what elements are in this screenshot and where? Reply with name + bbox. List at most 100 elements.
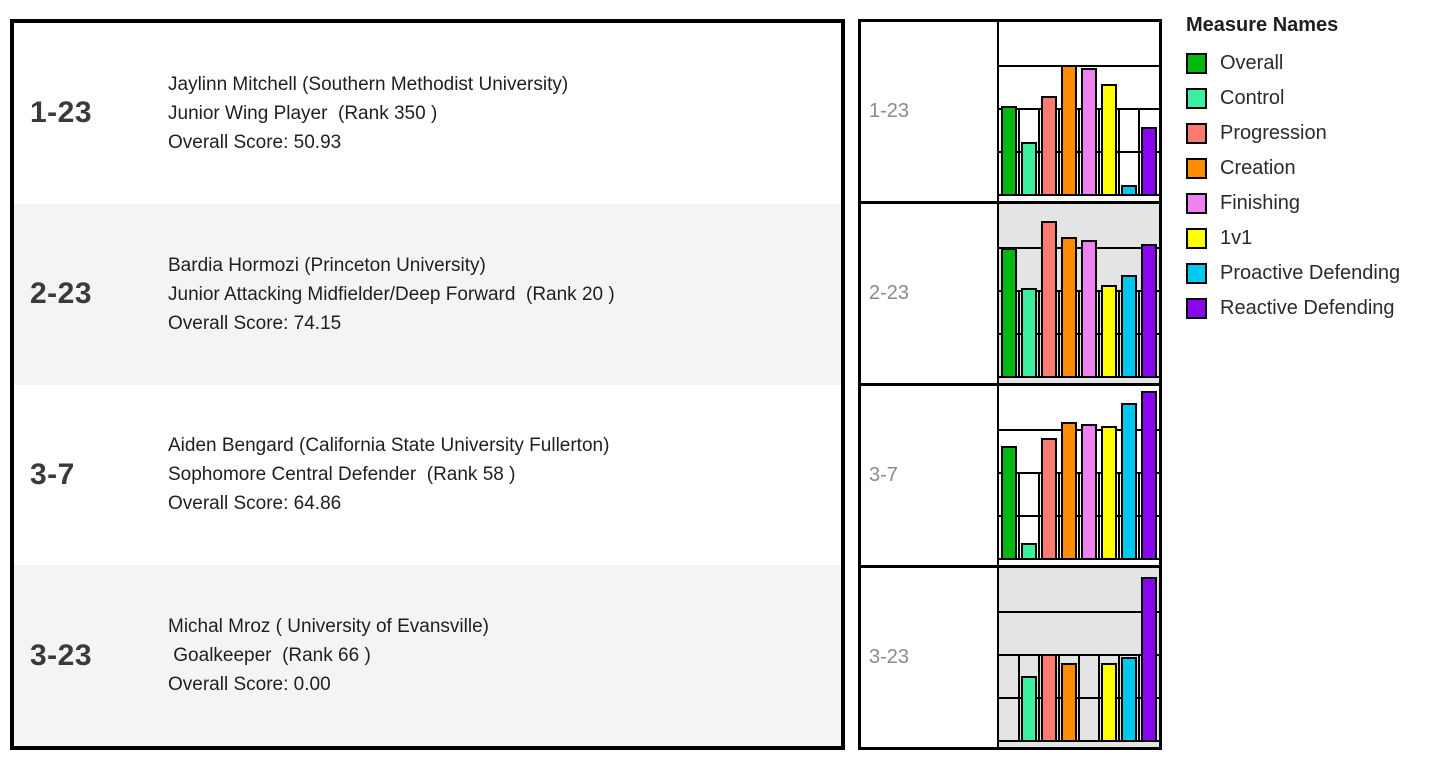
reactive-defending-swatch-icon [1186, 298, 1207, 319]
bar-chart-plot [997, 386, 1159, 565]
player-row-1-23[interactable]: 1-23 Jaylinn Mitchell (Southern Methodis… [14, 23, 841, 204]
player-id: 3-7 [30, 457, 75, 491]
legend-item-label: Progression [1220, 122, 1327, 144]
bar-1v1[interactable] [1101, 425, 1117, 558]
legend-item-control[interactable]: Control [1186, 81, 1400, 116]
bar-control[interactable] [1021, 142, 1037, 194]
column-divider [1098, 108, 1100, 194]
gridline-75 [999, 611, 1159, 613]
legend-item-progression[interactable]: Progression [1186, 116, 1400, 151]
bar-reactive-defending[interactable] [1141, 391, 1157, 558]
bar-proactive-defending[interactable] [1121, 274, 1137, 376]
column-divider [1138, 472, 1140, 558]
bar-1v1[interactable] [1101, 284, 1117, 376]
bar-proactive-defending[interactable] [1121, 403, 1137, 558]
plot-scale [999, 204, 1159, 378]
bar-progression[interactable] [1041, 95, 1057, 194]
bar-chart-plot [997, 204, 1159, 383]
player-details: Aiden Bengard (California State Universi… [168, 431, 609, 518]
column-divider [1058, 654, 1060, 740]
chart-row-label: 2-23 [861, 204, 997, 383]
bar-reactive-defending[interactable] [1141, 576, 1157, 740]
column-divider [1058, 472, 1060, 558]
control-swatch-icon [1186, 88, 1207, 109]
column-divider [1118, 108, 1120, 194]
chart-row-2-23: 2-23 [861, 204, 1159, 386]
chart-row-label: 3-7 [861, 386, 997, 565]
legend-item-overall[interactable]: Overall [1186, 46, 1400, 81]
bar-creation[interactable] [1061, 65, 1077, 194]
legend-item-finishing[interactable]: Finishing [1186, 186, 1400, 221]
bar-finishing[interactable] [1081, 423, 1097, 558]
plot-scale [999, 22, 1159, 196]
bar-control[interactable] [1021, 676, 1037, 740]
player-name: Jaylinn Mitchell (Southern Methodist Uni… [168, 73, 569, 95]
bar-creation[interactable] [1061, 422, 1077, 558]
column-divider [1038, 472, 1040, 558]
chart-row-label: 3-23 [861, 568, 997, 747]
legend-item-creation[interactable]: Creation [1186, 151, 1400, 186]
bar-overall[interactable] [1001, 446, 1017, 558]
column-divider [1098, 654, 1100, 740]
legend-item-reactive-defending[interactable]: Reactive Defending [1186, 291, 1400, 326]
player-overall-score: Overall Score: 74.15 [168, 312, 342, 334]
plot-scale [999, 568, 1159, 742]
legend-item-label: Creation [1220, 157, 1296, 179]
bar-finishing[interactable] [1081, 240, 1097, 376]
column-divider [1098, 290, 1100, 376]
legend-item-label: 1v1 [1220, 227, 1253, 249]
player-row-3-7[interactable]: 3-7 Aiden Bengard (California State Univ… [14, 384, 841, 566]
column-divider [1038, 654, 1040, 740]
player-row-2-23[interactable]: 2-23 Bardia Hormozi (Princeton Universit… [14, 203, 841, 385]
legend-title: Measure Names [1186, 14, 1339, 36]
legend-item-label: Control [1220, 87, 1285, 109]
bar-progression[interactable] [1041, 221, 1057, 376]
legend-item-label: Proactive Defending [1220, 262, 1401, 284]
player-position: Junior Attacking Midfielder/Deep Forward… [168, 283, 615, 305]
proactive-defending-swatch-icon [1186, 263, 1207, 284]
player-row-3-23[interactable]: 3-23 Michal Mroz ( University of Evansvi… [14, 565, 841, 746]
player-name: Aiden Bengard (California State Universi… [168, 435, 610, 457]
bar-creation[interactable] [1061, 662, 1077, 740]
bar-chart-plot [997, 568, 1159, 747]
legend-item-1v1[interactable]: 1v1 [1186, 221, 1400, 256]
bar-creation[interactable] [1061, 236, 1077, 376]
bar-proactive-defending[interactable] [1121, 185, 1137, 194]
gridline-75 [999, 429, 1159, 431]
column-divider [1058, 108, 1060, 194]
1v1-swatch-icon [1186, 228, 1207, 249]
bar-progression[interactable] [1041, 437, 1057, 558]
bar-overall[interactable] [1001, 248, 1017, 376]
bar-1v1[interactable] [1101, 83, 1117, 194]
legend-item-label: Reactive Defending [1220, 297, 1395, 319]
gridline-75 [999, 247, 1159, 249]
player-id: 3-23 [30, 638, 93, 672]
chart-row-3-23: 3-23 [861, 568, 1159, 747]
overall-swatch-icon [1186, 53, 1207, 74]
bar-progression[interactable] [1041, 654, 1057, 740]
finishing-swatch-icon [1186, 193, 1207, 214]
column-divider [1018, 472, 1020, 558]
player-position: Junior Wing Player (Rank 350 ) [168, 102, 438, 124]
bar-proactive-defending[interactable] [1121, 657, 1137, 740]
bar-1v1[interactable] [1101, 662, 1117, 740]
player-position: Sophomore Central Defender (Rank 58 ) [168, 464, 516, 486]
player-details: Michal Mroz ( University of Evansville) … [168, 612, 489, 699]
progression-swatch-icon [1186, 123, 1207, 144]
bar-control[interactable] [1021, 288, 1037, 376]
bar-reactive-defending[interactable] [1141, 243, 1157, 376]
column-divider [1058, 290, 1060, 376]
bar-overall[interactable] [1001, 106, 1017, 194]
creation-swatch-icon [1186, 158, 1207, 179]
chart-row-label: 1-23 [861, 22, 997, 201]
column-divider [1018, 654, 1020, 740]
bar-finishing[interactable] [1081, 68, 1097, 194]
column-divider [1118, 472, 1120, 558]
bar-control[interactable] [1021, 542, 1037, 558]
column-divider [1018, 290, 1020, 376]
bar-reactive-defending[interactable] [1141, 126, 1157, 194]
column-divider [1098, 472, 1100, 558]
column-divider [1038, 108, 1040, 194]
legend-item-proactive-defending[interactable]: Proactive Defending [1186, 256, 1400, 291]
column-divider [1038, 290, 1040, 376]
